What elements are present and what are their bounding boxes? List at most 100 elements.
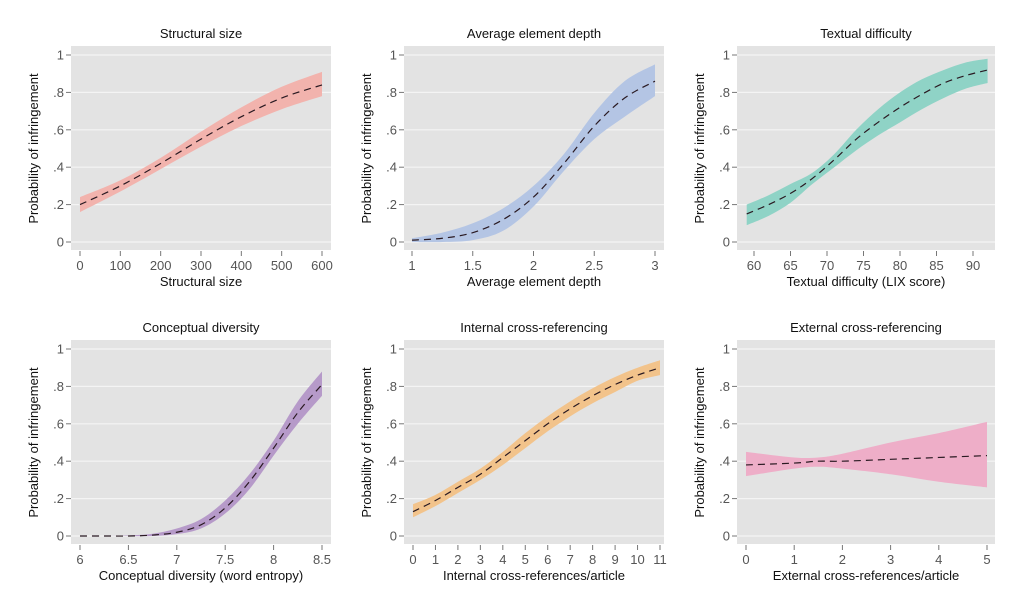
estimate-line [746, 69, 988, 215]
y-tick-label: 0 [723, 529, 730, 544]
y-axis-label: Probability of infringement [26, 73, 41, 224]
x-tick-label: 7 [173, 552, 180, 567]
x-tick-label: 2 [454, 552, 461, 567]
y-tick-label: .6 [53, 416, 64, 431]
y-tick-label: .4 [719, 160, 730, 175]
x-tick-label: 70 [820, 258, 834, 273]
x-tick-label: 3 [477, 552, 484, 567]
y-tick-label: .8 [53, 379, 64, 394]
panel-title: Average element depth [467, 26, 601, 41]
y-axis-label: Probability of infringement [359, 73, 374, 224]
x-tick-label: 6 [76, 552, 83, 567]
y-tick-label: 0 [723, 235, 730, 250]
y-tick-label: .8 [386, 379, 397, 394]
x-tick-label: 300 [190, 258, 212, 273]
y-tick-label: 0 [390, 529, 397, 544]
x-tick-label: 90 [966, 258, 980, 273]
y-axis-label: Probability of infringement [692, 73, 707, 224]
x-tick-label: 9 [611, 552, 618, 567]
plot-area [71, 340, 331, 544]
y-tick-label: 1 [723, 48, 730, 63]
x-axis-label: Textual difficulty (LIX score) [787, 274, 946, 289]
y-tick-label: .2 [53, 491, 64, 506]
x-tick-label: 10 [630, 552, 644, 567]
y-tick-label: .4 [386, 454, 397, 469]
x-tick-label: 6 [544, 552, 551, 567]
x-tick-label: 8.5 [313, 552, 331, 567]
y-tick-label: .8 [53, 85, 64, 100]
x-tick-label: 400 [230, 258, 252, 273]
y-tick-label: .4 [386, 160, 397, 175]
y-tick-label: .6 [386, 416, 397, 431]
x-tick-label: 4 [935, 552, 942, 567]
panel-title: Conceptual diversity [142, 320, 260, 335]
x-tick-label: 1 [432, 552, 439, 567]
x-tick-label: 1.5 [464, 258, 482, 273]
y-tick-label: .6 [386, 122, 397, 137]
y-tick-label: .2 [53, 197, 64, 212]
x-axis-label: Average element depth [467, 274, 601, 289]
x-tick-label: 85 [929, 258, 943, 273]
y-tick-label: .6 [719, 416, 730, 431]
y-tick-label: .4 [719, 454, 730, 469]
plot-area [404, 46, 664, 250]
y-axis-label: Probability of infringement [359, 367, 374, 518]
y-tick-label: 0 [390, 235, 397, 250]
x-tick-label: 7.5 [216, 552, 234, 567]
x-tick-label: 7 [567, 552, 574, 567]
panel-title: External cross-referencing [790, 320, 942, 335]
y-tick-label: .6 [53, 122, 64, 137]
panel-title: Structural size [160, 26, 242, 41]
confidence-band [746, 58, 988, 226]
estimate-line [80, 384, 323, 537]
y-tick-label: .8 [386, 85, 397, 100]
x-tick-label: 8 [270, 552, 277, 567]
x-tick-label: 2.5 [585, 258, 603, 273]
plot-area [404, 340, 664, 544]
x-tick-label: 100 [109, 258, 131, 273]
y-tick-label: 1 [57, 48, 64, 63]
y-axis-label: Probability of infringement [26, 367, 41, 518]
x-tick-label: 0 [742, 552, 749, 567]
y-tick-label: 1 [723, 342, 730, 357]
panel-1: 0 .2 .4 .6 .8 1 0 100 200 300 400 500 600 Structural … [26, 26, 333, 289]
estimate-line [412, 367, 661, 513]
panel-3: 0 .2 .4 .6 .8 1 60 65 70 75 80 85 90 Textual difficul… [692, 26, 995, 289]
x-tick-label: 200 [150, 258, 172, 273]
y-tick-label: 1 [390, 342, 397, 357]
x-tick-label: 0 [76, 258, 83, 273]
y-tick-label: 0 [57, 235, 64, 250]
y-tick-label: .2 [719, 197, 730, 212]
y-tick-label: 1 [57, 342, 64, 357]
y-tick-label: .6 [719, 122, 730, 137]
estimate-line [745, 454, 988, 466]
y-tick-label: .2 [386, 491, 397, 506]
x-tick-label: 2 [530, 258, 537, 273]
y-axis-label: Probability of infringement [692, 367, 707, 518]
x-tick-label: 75 [856, 258, 870, 273]
y-tick-label: .2 [386, 197, 397, 212]
x-tick-label: 1 [791, 552, 798, 567]
confidence-band [413, 360, 660, 518]
panel-2: 0 .2 .4 .6 .8 1 1 1.5 2 2.5 3 Average element depth… [359, 26, 664, 289]
confidence-band [746, 421, 987, 488]
estimate-line [79, 84, 323, 206]
x-tick-label: 4 [499, 552, 506, 567]
x-tick-label: 500 [271, 258, 293, 273]
panel-title: Textual difficulty [820, 26, 912, 41]
x-tick-label: 3 [651, 258, 658, 273]
x-tick-label: 1 [408, 258, 415, 273]
plot-area [71, 46, 331, 250]
x-tick-label: 60 [747, 258, 761, 273]
x-tick-label: 5 [522, 552, 529, 567]
panel-6: 0 .2 .4 .6 .8 1 0 1 2 3 4 5 External cross-referenci… [692, 320, 995, 583]
y-tick-label: .4 [53, 454, 64, 469]
y-tick-label: 0 [57, 529, 64, 544]
x-axis-label: Conceptual diversity (word entropy) [99, 568, 303, 583]
estimate-line [411, 80, 656, 241]
x-tick-label: 8 [589, 552, 596, 567]
x-tick-label: 6.5 [119, 552, 137, 567]
x-tick-label: 65 [783, 258, 797, 273]
